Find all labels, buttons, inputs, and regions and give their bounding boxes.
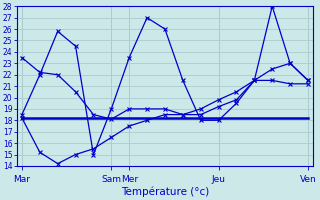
X-axis label: Température (°c): Température (°c) [121,187,209,197]
